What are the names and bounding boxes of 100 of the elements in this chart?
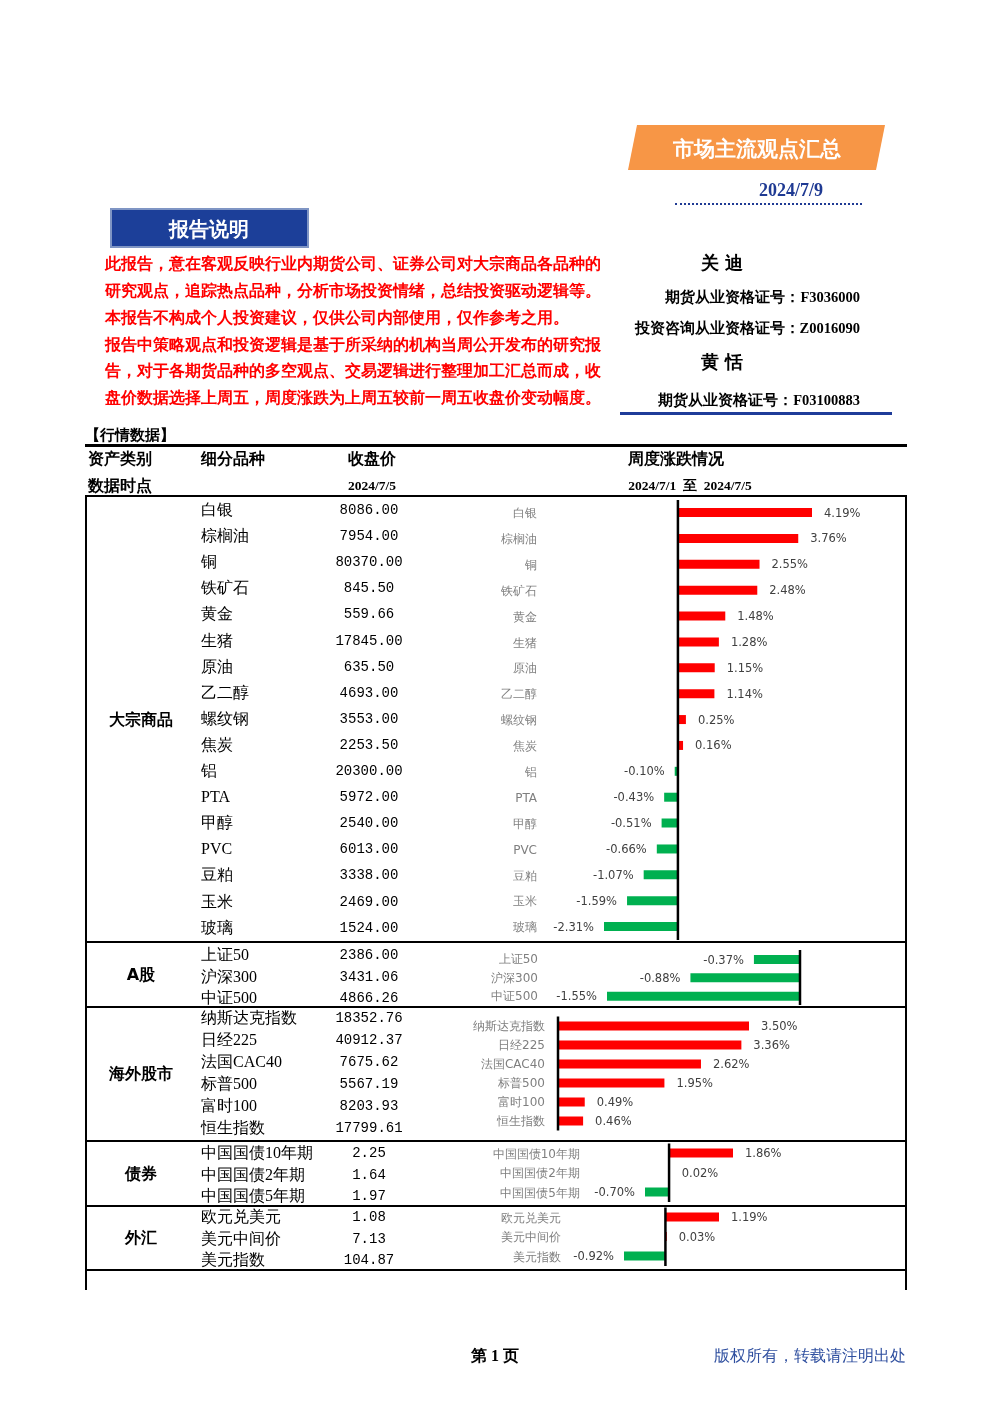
- data-label: 2253.50: [339, 736, 399, 753]
- text: 2024/7/9: [758, 179, 824, 201]
- text: 期货从业资格证号：F3036000: [665, 288, 860, 306]
- category-label: 白银: [201, 500, 233, 520]
- text: 海外股市: [109, 1063, 173, 1084]
- y-tick-label: 美元指数: [513, 1249, 561, 1264]
- y-tick-label: 中国国债5年期: [500, 1185, 580, 1200]
- y-tick-label: 铜: [524, 557, 537, 572]
- category-label: 美元指数: [201, 1250, 265, 1270]
- data-label: -0.88%: [639, 970, 681, 985]
- data-label: 0.02%: [681, 1165, 719, 1180]
- text: 告，对于各期货品种的多空观点、交易逻辑进行整理加工汇总而成，收: [105, 360, 601, 381]
- category-label: 中国国债10年期: [201, 1143, 313, 1163]
- text: 版权所有，转载请注明出处: [714, 1345, 906, 1366]
- y-tick-label: 铝: [524, 765, 537, 780]
- data-label: 0.03%: [678, 1229, 716, 1244]
- category-label: 中证500: [201, 988, 257, 1008]
- y-tick-label: 美元中间价: [501, 1230, 561, 1245]
- category-label: 焦炭: [201, 735, 233, 755]
- data-label: 3.36%: [753, 1038, 790, 1052]
- data-label: 1.64: [352, 1166, 386, 1183]
- data-label: 3553.00: [339, 710, 399, 727]
- data-label: 0.46%: [595, 1114, 632, 1128]
- data-label: 2.62%: [712, 1057, 750, 1071]
- text: 周度涨跌情况: [628, 448, 724, 469]
- data-label: 3338.00: [339, 867, 399, 884]
- category-label: 法国CAC40: [201, 1052, 282, 1072]
- y-tick-label: 豆粕: [513, 868, 537, 883]
- y-tick-label: 日经225: [498, 1038, 545, 1053]
- data-label: 1.86%: [745, 1146, 782, 1160]
- y-tick-label: 铁矿石: [500, 583, 537, 598]
- text: 研究观点，追踪热点品种，分析市场投资情绪，总结投资驱动逻辑等。: [105, 280, 601, 301]
- data-label: 3431.06: [339, 968, 399, 985]
- data-label: 635.50: [343, 658, 395, 675]
- category-label: PVC: [201, 840, 233, 859]
- category-label: 生猪: [201, 631, 233, 650]
- category-label: 玉米: [201, 892, 233, 911]
- text: 此报告，意在客观反映行业内期货公司、证券公司对大宗商品各品种的: [105, 253, 601, 274]
- category-label: 中国国债2年期: [201, 1165, 305, 1184]
- y-tick-label: 螺纹钢: [501, 713, 537, 728]
- data-label: 2.25: [352, 1144, 386, 1162]
- data-label: 1.15%: [726, 660, 764, 675]
- data-label: -0.37%: [703, 952, 744, 967]
- y-tick-label: 玻璃: [513, 920, 537, 935]
- y-tick-label: 法国CAC40: [480, 1057, 545, 1072]
- data-label: 1.28%: [730, 634, 768, 649]
- category-label: 富时100: [201, 1096, 257, 1116]
- category-label: 玻璃: [201, 918, 233, 937]
- y-tick-label: 乙二醇: [501, 687, 537, 702]
- data-label: 8203.93: [339, 1097, 399, 1115]
- data-label: 1.19%: [731, 1210, 768, 1224]
- category-label: 美元中间价: [201, 1229, 281, 1248]
- data-label: 80370.00: [335, 554, 403, 571]
- y-tick-label: PTA: [515, 790, 538, 805]
- y-tick-label: 黄金: [513, 609, 537, 624]
- y-tick-label: 白银: [513, 506, 537, 521]
- data-label: 18352.76: [335, 1009, 403, 1027]
- text: 数据时点: [88, 475, 152, 496]
- data-label: 1.48%: [737, 609, 774, 624]
- y-tick-label: PVC: [513, 842, 537, 857]
- y-tick-label: 中国国债2年期: [500, 1166, 580, 1181]
- y-tick-label: 焦炭: [513, 739, 537, 754]
- y-tick-label: 富时100: [498, 1095, 545, 1110]
- data-label: -0.92%: [573, 1249, 615, 1263]
- category-label: 中国国债5年期: [201, 1186, 305, 1206]
- category-label: 上证50: [201, 945, 249, 965]
- category-label: 标普500: [201, 1074, 257, 1094]
- text: 债券: [125, 1163, 157, 1183]
- data-label: 104.87: [343, 1251, 395, 1269]
- y-tick-label: 原油: [513, 661, 537, 676]
- category-label: 豆粕: [201, 866, 233, 885]
- data-label: 7675.62: [339, 1053, 399, 1071]
- category-label: 恒生指数: [201, 1118, 265, 1138]
- text: A股: [126, 964, 156, 984]
- data-label: 1.95%: [676, 1076, 714, 1090]
- data-label: 1.14%: [726, 686, 764, 701]
- category-label: 日经225: [201, 1030, 257, 1050]
- y-tick-label: 沪深300: [491, 970, 538, 985]
- data-label: 8086.00: [339, 501, 399, 519]
- data-label: 17845.00: [335, 632, 403, 649]
- category-label: 铁矿石: [201, 579, 249, 598]
- text: 大宗商品: [109, 709, 173, 729]
- data-label: 0.49%: [596, 1095, 634, 1109]
- text: 报告说明: [169, 216, 249, 241]
- data-label: -1.07%: [592, 867, 634, 882]
- data-label: 3.76%: [810, 531, 847, 546]
- text: 关 迪: [700, 251, 744, 274]
- text: 【行情数据】: [85, 426, 175, 445]
- data-label: -0.10%: [624, 764, 665, 779]
- category-label: 螺纹钢: [201, 709, 249, 728]
- data-label: 4.19%: [824, 505, 861, 520]
- data-label: 1524.00: [339, 919, 399, 936]
- text: 市场主流观点汇总: [673, 136, 841, 162]
- category-label: 铜: [201, 552, 217, 572]
- y-tick-label: 中证500: [491, 989, 538, 1004]
- y-tick-label: 生猪: [513, 635, 537, 650]
- text: 期货从业资格证号：F03100883: [658, 391, 860, 409]
- category-label: 原油: [201, 657, 233, 676]
- data-label: 1.08: [352, 1208, 386, 1226]
- text: 资产类别: [88, 448, 152, 469]
